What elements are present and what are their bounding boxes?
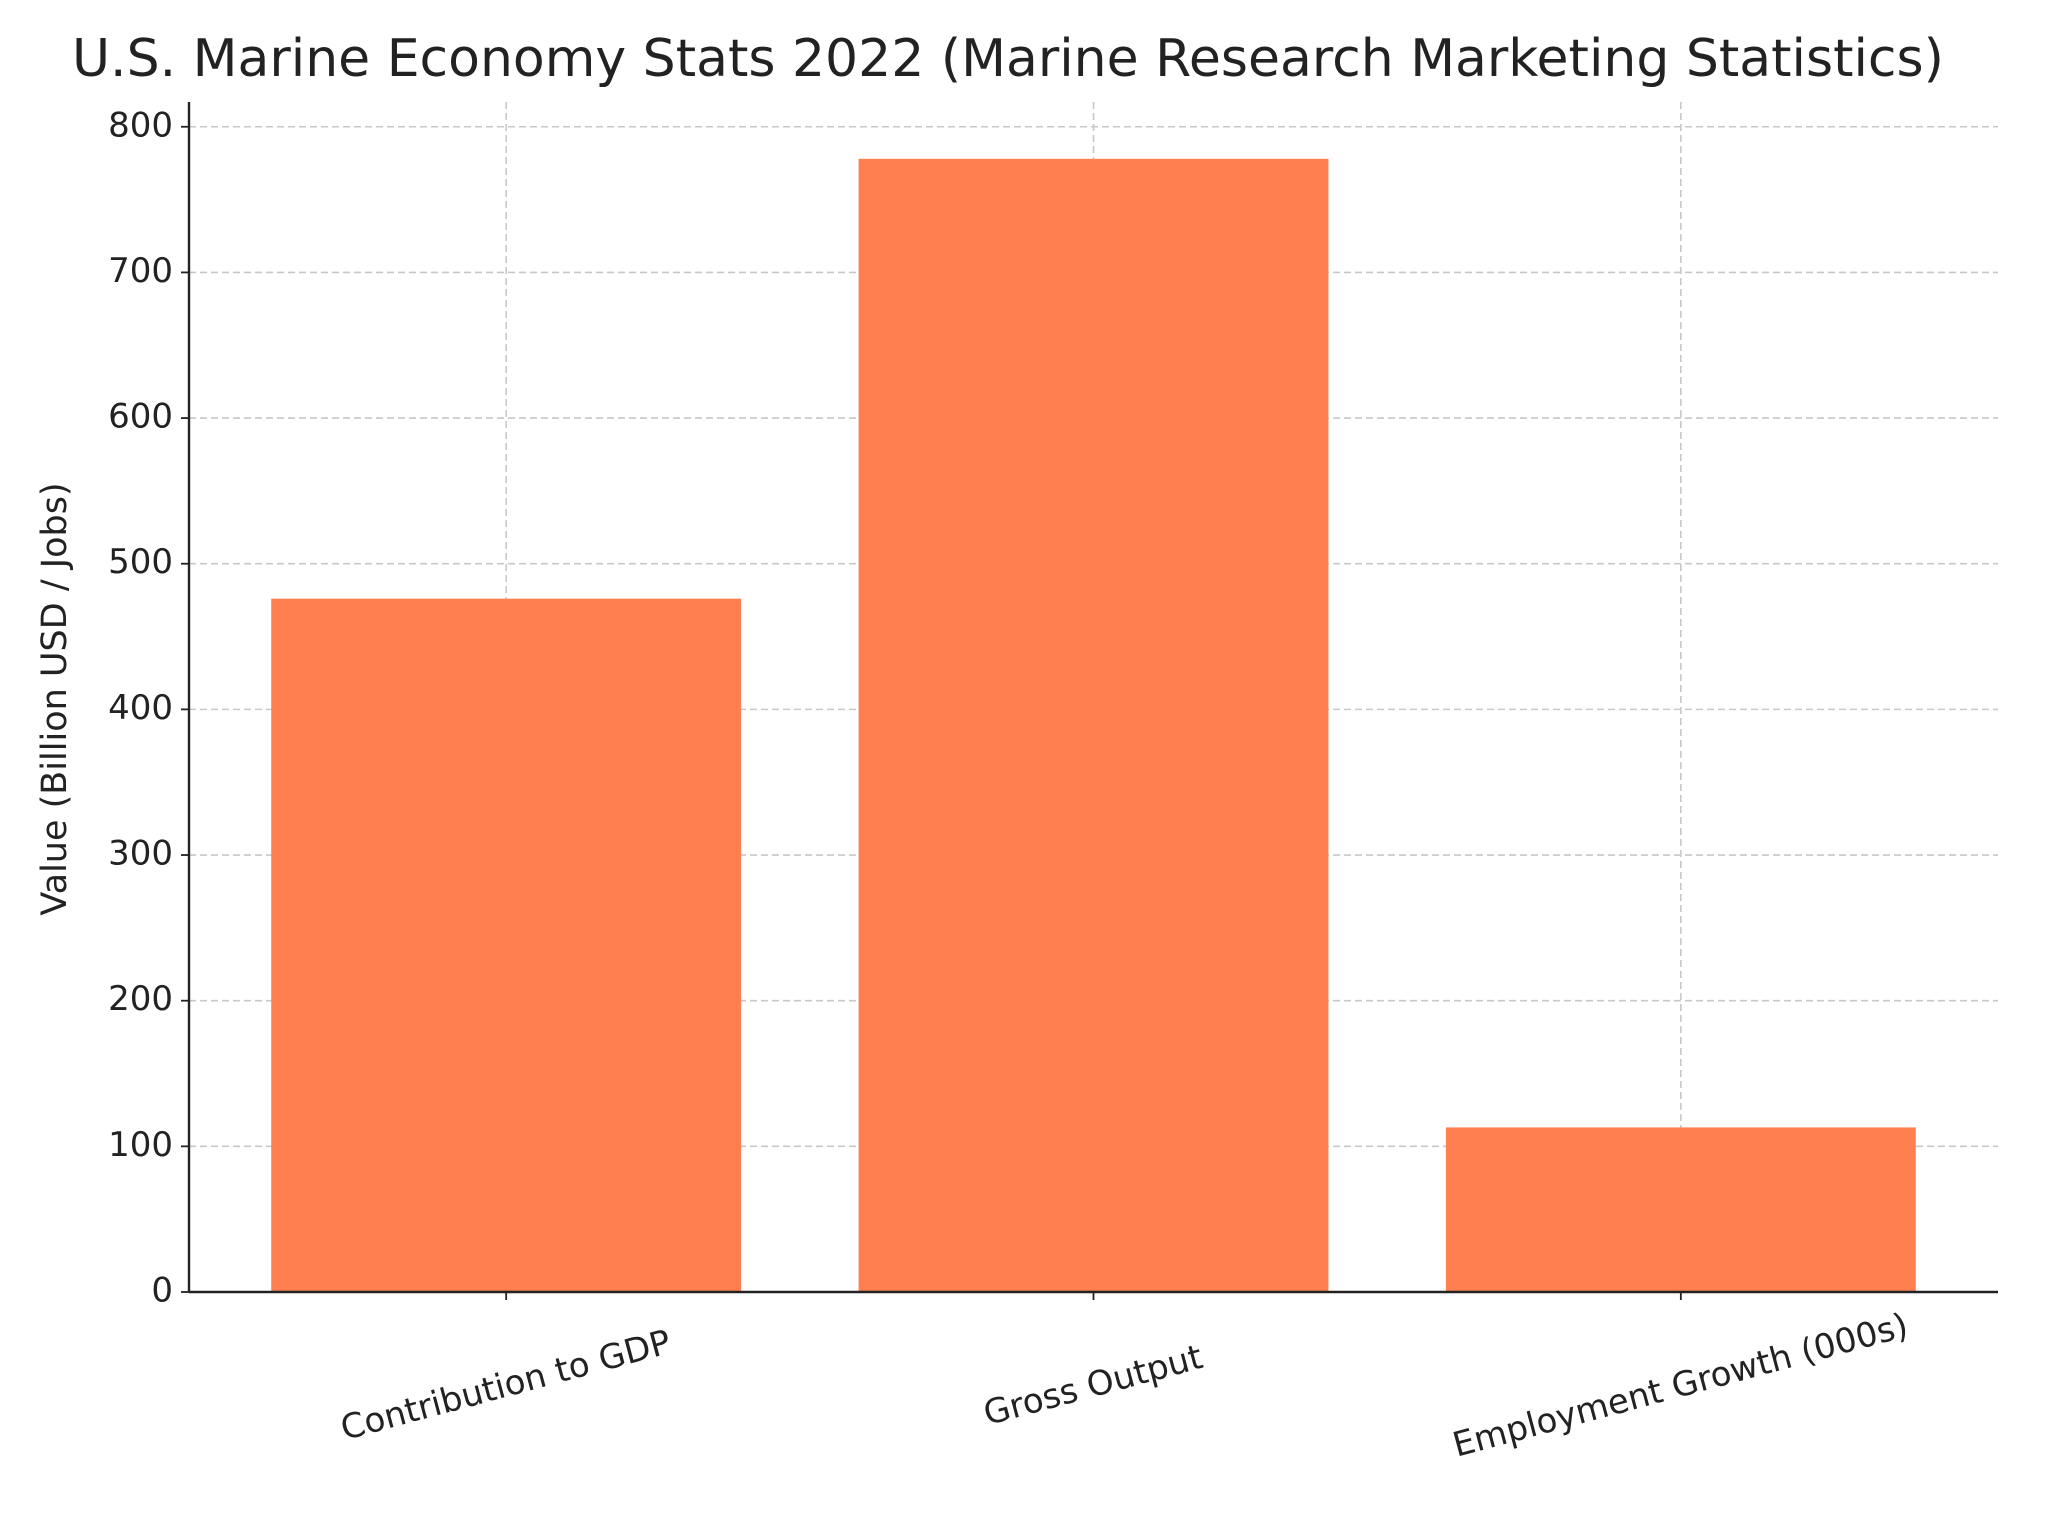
y-axis-label: Value (Billion USD / Jobs) — [35, 482, 75, 915]
y-tick-label: 0 — [151, 1271, 173, 1311]
bar — [271, 598, 742, 1292]
bar — [1445, 1127, 1916, 1292]
y-tick-label: 500 — [108, 542, 173, 582]
y-tick-label: 200 — [108, 979, 173, 1019]
x-tick-label: Employment Growth (000s) — [1449, 1306, 1913, 1466]
y-tick-label: 600 — [108, 397, 173, 437]
y-tick-label: 800 — [108, 105, 173, 145]
x-tick-label: Gross Output — [979, 1337, 1206, 1434]
bar — [858, 158, 1329, 1292]
y-tick-label: 400 — [108, 688, 173, 728]
y-tick-label: 300 — [108, 834, 173, 874]
x-tick-label: Contribution to GDP — [336, 1322, 675, 1449]
y-tick-label: 700 — [108, 251, 173, 291]
y-tick-label: 100 — [108, 1125, 173, 1165]
chart-title: U.S. Marine Economy Stats 2022 (Marine R… — [72, 29, 1944, 89]
